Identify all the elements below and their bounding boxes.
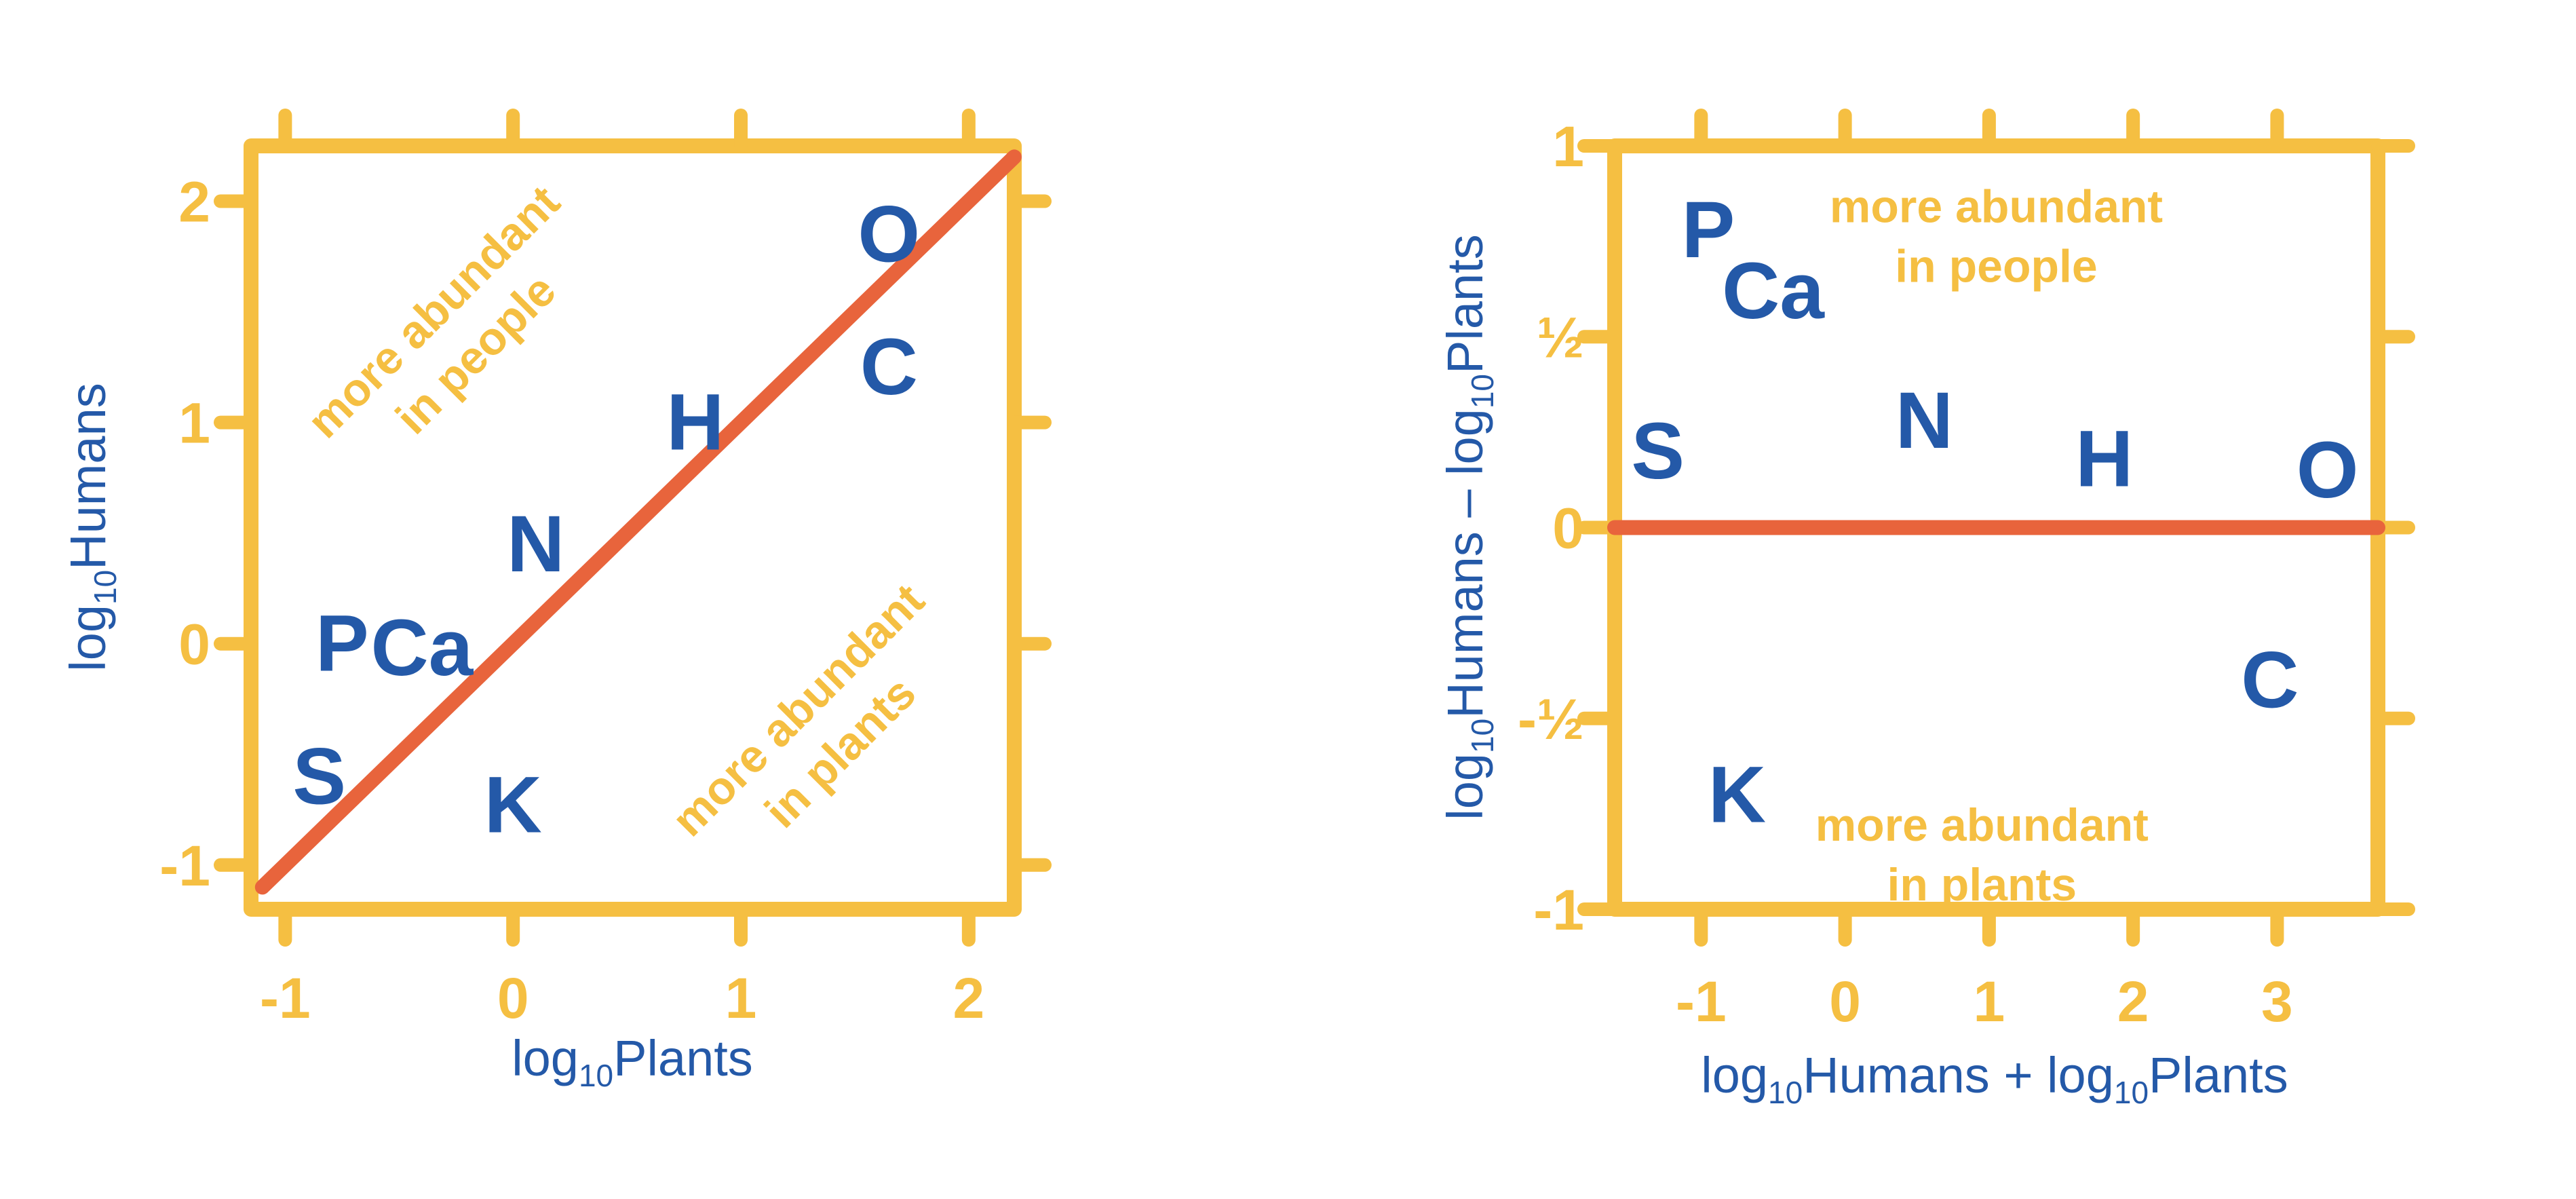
- axis-title-log: log: [512, 1030, 579, 1086]
- y-tick-label: 1: [178, 392, 210, 455]
- annotation: more abundantin plants: [662, 574, 976, 888]
- annotation: more abundant in plants: [1815, 799, 2149, 911]
- point-label-p: P: [1682, 185, 1735, 275]
- point-label-h: H: [666, 378, 724, 468]
- y-tick-label: 2: [178, 170, 210, 234]
- axis-title-subscript: 10: [1465, 719, 1500, 753]
- x-tick-label: 3: [2261, 970, 2293, 1033]
- reference-line: [254, 149, 1022, 895]
- y-tick-label: ½: [1537, 305, 1584, 369]
- axis-title-subscript: 10: [1768, 1075, 1803, 1110]
- axis-title-name: Plants: [613, 1030, 753, 1086]
- point-label-o: O: [858, 189, 920, 279]
- x-tick-label: 0: [497, 966, 529, 1030]
- point-label-s: S: [292, 731, 346, 821]
- point-label-s: S: [1631, 406, 1685, 496]
- y-tick-label: 0: [1552, 497, 1584, 560]
- axis-title-subscript: 10: [2114, 1075, 2149, 1110]
- point-label-ca: Ca: [1722, 246, 1825, 336]
- x-tick-label: -1: [260, 966, 311, 1030]
- point-label-k: K: [484, 761, 542, 850]
- annotation: more abundantin people: [298, 176, 612, 490]
- y-axis-title: log10Humans – log10Plants: [1437, 234, 1500, 820]
- point-label-n: N: [1896, 376, 1953, 465]
- axis-title-name: Humans: [1803, 1047, 1990, 1103]
- annotation: more abundant in people: [1830, 181, 2163, 292]
- point-label-ca: Ca: [370, 603, 474, 693]
- point-label-p: P: [315, 599, 369, 689]
- point-label-h: H: [2075, 414, 2133, 503]
- x-tick-label: 2: [2117, 970, 2149, 1033]
- x-tick-label: 1: [725, 966, 757, 1030]
- y-axis-title: log10Humans: [60, 383, 123, 672]
- y-tick-label: -½: [1518, 687, 1584, 751]
- y-tick-label: -1: [1533, 878, 1584, 942]
- axis-title-name: Humans: [1437, 531, 1493, 719]
- x-tick-label: 2: [953, 966, 984, 1030]
- x-tick-label: 1: [1974, 970, 2005, 1033]
- annotation-line: more abundant: [1830, 181, 2163, 233]
- axis-title-log: log: [60, 605, 116, 672]
- x-axis-title: log10Humans + log10Plants: [1701, 1047, 2288, 1110]
- plot-frame: [244, 138, 1022, 917]
- axis-title-operator: –: [1437, 476, 1493, 531]
- annotation-line: more abundant: [1815, 799, 2149, 851]
- axis-title-operator: +: [1990, 1047, 2047, 1103]
- axis-title-log: log: [1437, 408, 1493, 476]
- point-label-c: C: [2241, 636, 2299, 725]
- x-tick-label: -1: [1676, 970, 1727, 1033]
- point-label-k: K: [1708, 750, 1766, 839]
- axis-title-subscript: 10: [579, 1058, 613, 1093]
- y-tick-label: 1: [1552, 115, 1584, 178]
- y-tick-label: -1: [159, 834, 210, 898]
- annotation-line: in plants: [1887, 859, 2077, 911]
- axis-title-log: log: [1437, 753, 1493, 820]
- point-label-c: C: [860, 322, 918, 412]
- point-label-o: O: [2296, 425, 2359, 515]
- axis-title-name: Plants: [1437, 234, 1493, 374]
- axis-title-name: Humans: [60, 383, 116, 570]
- point-label-n: N: [507, 499, 564, 589]
- x-axis-title: log10Plants: [512, 1030, 753, 1093]
- axis-title-subscript: 10: [88, 570, 123, 605]
- axis-title-log: log: [2047, 1047, 2114, 1103]
- annotation-line: in people: [1895, 241, 2097, 292]
- y-tick-label: 0: [178, 613, 210, 677]
- axis-title-log: log: [1701, 1047, 1768, 1103]
- axis-title-subscript: 10: [1465, 374, 1500, 408]
- x-tick-label: 0: [1829, 970, 1861, 1033]
- axis-title-name: Plants: [2149, 1047, 2288, 1103]
